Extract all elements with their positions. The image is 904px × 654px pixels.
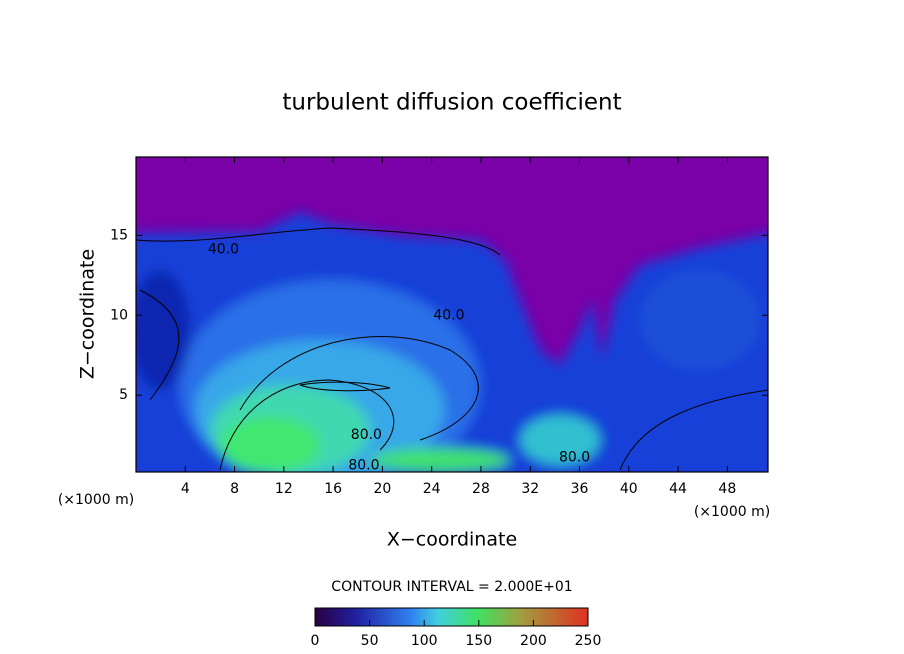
contour-field — [136, 157, 768, 472]
plot-frame — [135, 156, 769, 473]
contour-label: 80.0 — [559, 450, 590, 466]
colorbar — [314, 607, 589, 627]
colorbar-tick-label: 0 — [311, 633, 320, 649]
contour-interval: CONTOUR INTERVAL = 2.000E+01 — [331, 579, 572, 595]
x-tick-label: 16 — [324, 481, 342, 497]
x-unit-label: (×1000 m) — [694, 504, 770, 520]
x-tick-label: 40 — [620, 481, 638, 497]
colorbar-tick-label: 100 — [411, 633, 438, 649]
contour-label: 80.0 — [348, 458, 379, 474]
y-tick-label: 15 — [110, 227, 128, 243]
y-axis-label: Z−coordinate — [77, 249, 99, 379]
y-tick-label: 10 — [110, 307, 128, 323]
x-unit-label: (×1000 m) — [58, 492, 134, 508]
contour-label: 40.0 — [208, 242, 239, 258]
x-tick-label: 24 — [423, 481, 441, 497]
x-tick-label: 48 — [718, 481, 736, 497]
chart-title: turbulent diffusion coefficient — [282, 90, 621, 116]
x-axis-label: X−coordinate — [387, 529, 517, 551]
x-tick-label: 20 — [373, 481, 391, 497]
x-tick-label: 32 — [521, 481, 539, 497]
colorbar-tick-label: 150 — [465, 633, 492, 649]
x-tick-label: 12 — [275, 481, 293, 497]
x-tick-label: 28 — [472, 481, 490, 497]
y-tick-label: 5 — [119, 387, 128, 403]
colorbar-tick-label: 250 — [575, 633, 602, 649]
x-tick-label: 36 — [571, 481, 589, 497]
x-tick-label: 44 — [669, 481, 687, 497]
x-tick-label: 4 — [181, 481, 190, 497]
colorbar-tick-label: 50 — [361, 633, 379, 649]
contour-label: 80.0 — [351, 427, 382, 443]
colorbar-tick-label: 200 — [520, 633, 547, 649]
x-tick-label: 8 — [230, 481, 239, 497]
contour-label: 40.0 — [433, 307, 464, 323]
